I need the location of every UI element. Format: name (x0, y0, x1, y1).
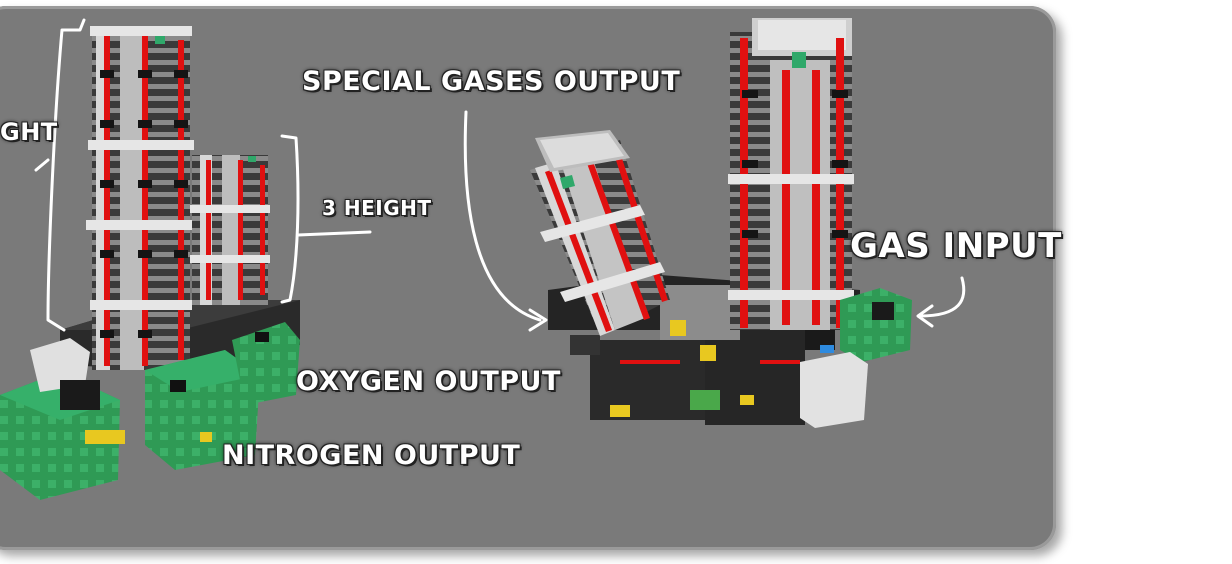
label-gas-input: GAS INPUT (850, 226, 1062, 266)
tilted-tower-right (530, 130, 670, 336)
special-gases-arrow (463, 110, 548, 332)
tall-tower-right (728, 18, 854, 330)
label-oxygen-output: OXYGEN OUTPUT (296, 366, 561, 397)
left-machines (0, 322, 300, 500)
label-3-height: 3 HEIGHT (322, 196, 432, 220)
short-tower-left (190, 155, 270, 305)
label-height-left: GHT (0, 118, 58, 146)
label-nitrogen-output: NITROGEN OUTPUT (222, 440, 521, 471)
height-bracket-left (46, 18, 86, 332)
right-machines (800, 288, 912, 428)
label-special-gases-output: SPECIAL GASES OUTPUT (302, 66, 681, 97)
height-bracket-left-tick (34, 158, 50, 172)
height-bracket-small (280, 134, 372, 304)
gas-input-arrow (916, 276, 966, 328)
tall-tower-left (86, 26, 196, 370)
